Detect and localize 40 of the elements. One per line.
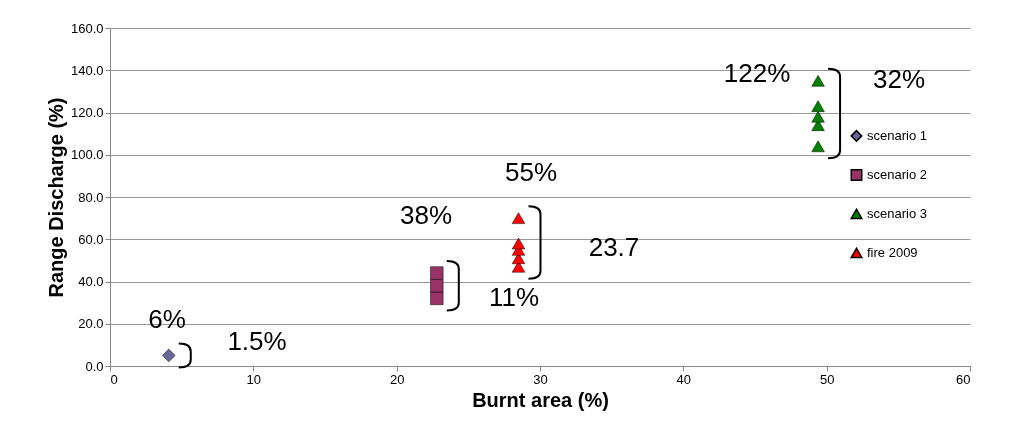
annotation: 38% [399,200,453,230]
annotation: 23.7 [588,232,640,262]
annotation: 122% [723,58,791,88]
x-tick-label: 50 [819,371,835,387]
point [430,279,444,293]
point [511,212,526,224]
x-axis-title: Burnt area (%) [472,388,609,411]
y-tick-label: 80.0 [78,189,104,205]
annotation: 11% [488,282,540,312]
annotation: 55% [504,157,558,187]
x-tick-label: 20 [389,371,405,387]
y-tick-label: 20.0 [78,316,104,332]
y-tick-label: 160.0 [70,20,104,36]
point [430,291,444,305]
x-tick-label: 10 [246,371,262,387]
legend-label: fire 2009 [867,244,918,260]
y-tick-label: 40.0 [78,274,104,289]
point [162,348,176,363]
point [430,266,444,280]
y-tick-label: 120.0 [70,105,104,120]
y-tick-label: 100.0 [70,147,104,163]
x-tick-label: 40 [676,371,692,387]
x-tick-label: 0 [110,371,118,387]
legend-label: scenario 1 [867,127,927,143]
point [511,237,526,250]
x-tick-label: 60 [956,371,971,387]
annotation: 32% [872,64,926,94]
annotation: 6% [148,304,186,334]
legend-label: scenario 2 [867,166,927,182]
point [811,111,825,123]
legend-label: scenario 3 [867,205,927,221]
x-tick-label: 30 [533,371,548,387]
y-tick-label: 0.0 [85,358,104,374]
y-tick-label: 60.0 [78,231,104,247]
annotation: 1.5% [227,326,287,356]
point [811,75,825,87]
y-axis-title: Range Discharge (%) [44,97,67,298]
point [811,140,825,153]
point [811,100,825,112]
y-tick-label: 140.0 [70,62,104,78]
